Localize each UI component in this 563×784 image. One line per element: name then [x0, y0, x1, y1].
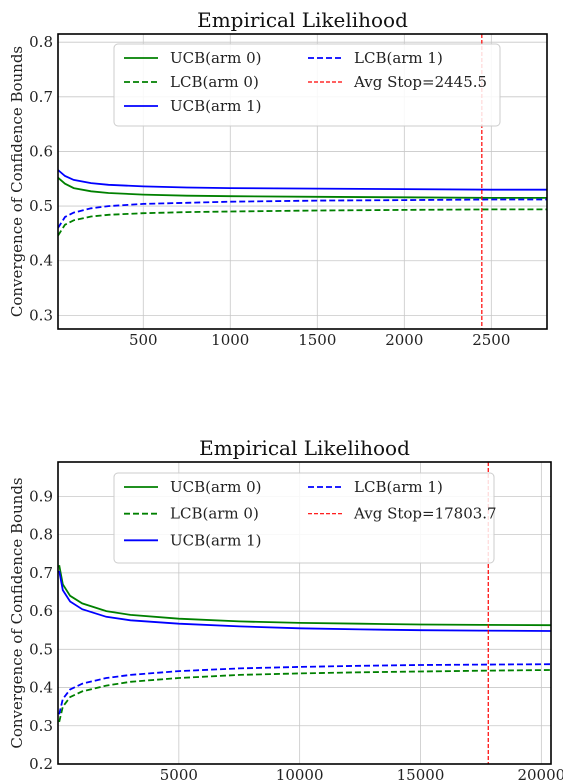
chart-panel-1: 5000 10000 15000 20000 0.2 0.3 0.4 0.5 0.6 0.7 0.8…	[8, 436, 563, 784]
y-tick-label: 0.9	[29, 487, 53, 505]
y-tick-label: 0.3	[29, 717, 53, 735]
y-tick-label: 0.5	[29, 197, 53, 215]
y-tick-label: 0.7	[29, 88, 53, 106]
series-line-3	[58, 169, 547, 191]
series-line-1	[58, 565, 551, 627]
x-tick-label: 10000	[276, 766, 324, 784]
chart-title: Empirical Likelihood	[199, 436, 410, 460]
legend-label: UCB(arm 0)	[170, 478, 262, 496]
x-tick-label: 2000	[385, 331, 423, 349]
legend-label: LCB(arm 1)	[354, 478, 443, 496]
legend-label: Avg Stop=17803.7	[353, 505, 497, 523]
y-tick-label: 0.7	[29, 564, 53, 582]
legend-label: UCB(arm 1)	[170, 97, 262, 115]
chart-panel-0: 500 1000 1500 2000 2500 0.3 0.4 0.5 0.6 0.7 0.8 Emp…	[8, 8, 548, 349]
legend-label: LCB(arm 0)	[170, 73, 259, 91]
legend-label: UCB(arm 0)	[170, 49, 262, 67]
legend-label: LCB(arm 0)	[170, 505, 259, 523]
legend-label: UCB(arm 1)	[170, 531, 262, 549]
x-tick-label: 5000	[160, 766, 198, 784]
x-tick-label: 2500	[472, 331, 510, 349]
axes-frame	[57, 33, 548, 330]
legend: UCB(arm 0) LCB(arm 1) LCB(arm 0) Avg Stop=2…	[113, 43, 501, 127]
series-line-1	[58, 177, 547, 199]
legend-label: LCB(arm 1)	[354, 49, 443, 67]
y-tick-label: 0.6	[29, 142, 53, 160]
y-axis-label: Convergence of Confidence Bounds	[8, 477, 26, 748]
x-tick-label: 1500	[298, 331, 336, 349]
legend-label: Avg Stop=2445.5	[353, 73, 487, 91]
y-tick-label: 0.8	[29, 33, 53, 51]
chart-title: Empirical Likelihood	[197, 8, 408, 32]
legend-box	[113, 472, 495, 564]
x-tick-label: 15000	[397, 766, 445, 784]
y-axis-label: Convergence of Confidence Bounds	[8, 46, 26, 317]
y-tick-label: 0.6	[29, 602, 53, 620]
x-tick-label: 500	[129, 331, 158, 349]
y-tick-label: 0.3	[29, 306, 53, 324]
y-tick-label: 0.4	[29, 252, 53, 270]
series-line-2	[58, 208, 547, 237]
legend-box	[113, 43, 501, 127]
legend: UCB(arm 0) LCB(arm 1) LCB(arm 0) Avg Stop=1…	[113, 472, 497, 564]
y-tick-label: 0.8	[29, 526, 53, 544]
series-line-4	[58, 663, 551, 715]
x-tick-label: 20000	[517, 766, 563, 784]
axes-frame	[57, 461, 552, 765]
series-line-4	[58, 198, 547, 229]
series-line-3	[58, 570, 551, 632]
y-tick-label: 0.5	[29, 640, 53, 658]
series-line-2	[58, 669, 551, 723]
y-tick-label: 0.4	[29, 679, 53, 697]
x-tick-label: 1000	[211, 331, 249, 349]
y-tick-label: 0.2	[29, 755, 53, 773]
